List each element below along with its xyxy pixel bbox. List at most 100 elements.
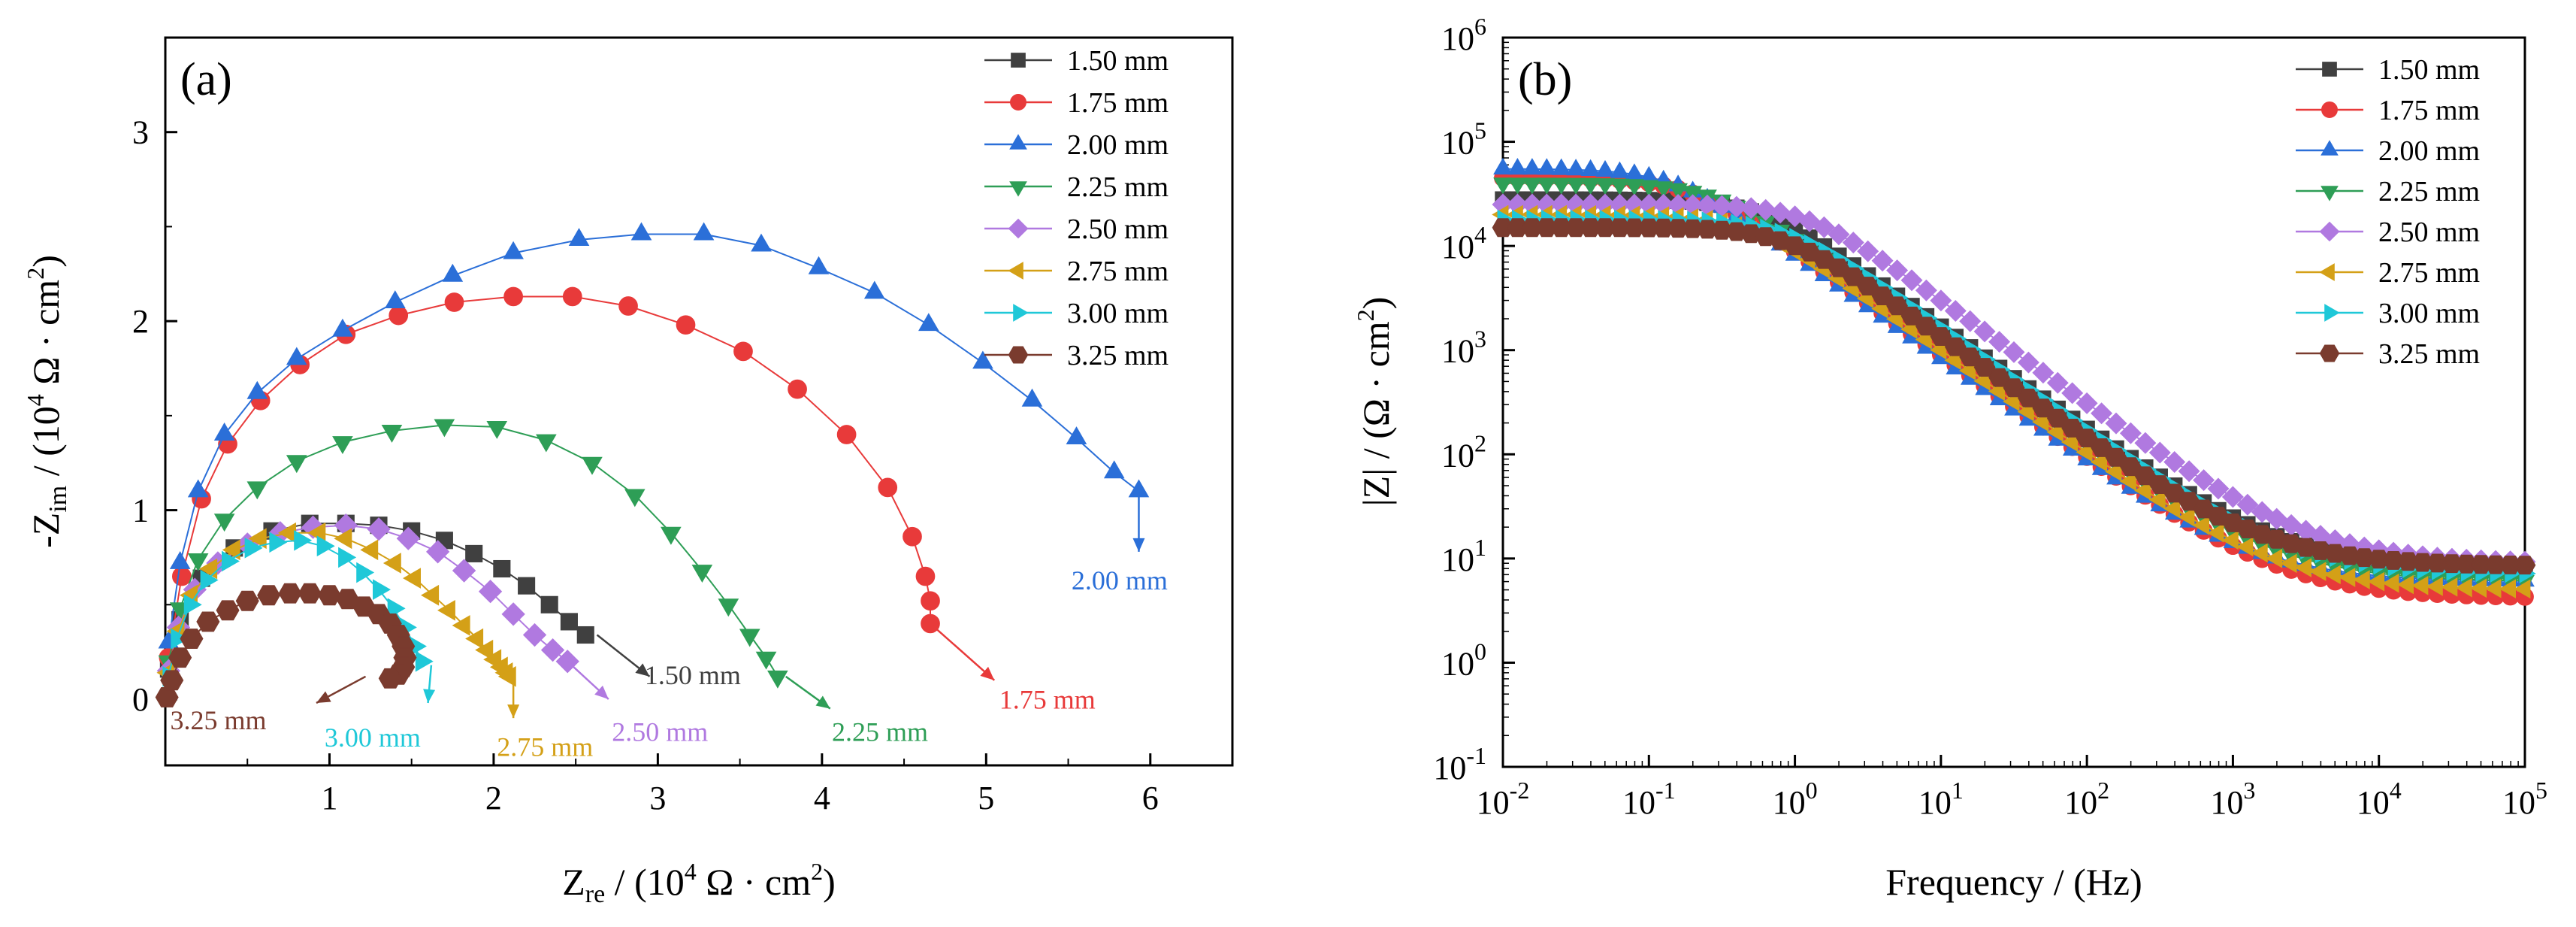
data-point [501, 602, 525, 626]
data-point [180, 629, 204, 649]
annotation-arrow-head [423, 689, 436, 704]
y-axis-label-b: |Z| / (Ω · cm2) [1352, 297, 1397, 507]
legend-label: 2.25 mm [2378, 176, 2480, 208]
legend-label: 2.00 mm [1067, 129, 1169, 161]
data-point [1711, 220, 1733, 240]
y-tick-label: 1 [132, 492, 149, 529]
data-point [518, 577, 536, 595]
legend-label: 2.75 mm [2378, 257, 2480, 289]
legend-item: 2.50 mm [2296, 217, 2480, 248]
data-point [1625, 179, 1644, 196]
data-point [1959, 310, 1982, 332]
plot-frame-b [1501, 36, 2526, 768]
nyquist-panel: (a) 1 2 3 4 5 6 0 1 2 3 1.50 mm 1.75 mm 2.00 mm 2.25… [22, 36, 1234, 908]
legend-marker [1009, 134, 1027, 150]
data-point [1900, 269, 1923, 292]
data-point [755, 651, 777, 670]
data-point [442, 263, 464, 282]
data-point [1784, 205, 1807, 228]
data-point [878, 477, 898, 498]
data-point [317, 585, 341, 606]
data-point [171, 566, 192, 586]
legend-item: 1.50 mm [984, 45, 1169, 77]
data-point [373, 579, 392, 600]
data-point [171, 628, 189, 650]
data-point [378, 668, 402, 689]
data-point [972, 350, 993, 369]
y-tick-label: 104 [1441, 221, 1486, 265]
data-point [2367, 571, 2385, 592]
data-point [1915, 279, 1937, 301]
data-point [196, 611, 220, 632]
panel-label-b: (b) [1518, 54, 1572, 105]
y-tick-label: 103 [1441, 326, 1486, 370]
data-point [360, 539, 379, 561]
legend-item: 2.75 mm [2296, 257, 2480, 289]
data-point [536, 434, 557, 453]
x-tick-label: 10-1 [1622, 777, 1676, 821]
data-point [2280, 553, 2297, 574]
data-point [540, 638, 565, 662]
data-point [338, 547, 357, 568]
data-point [2207, 477, 2230, 500]
data-point [1551, 158, 1571, 175]
data-point [2032, 412, 2049, 432]
data-point [576, 626, 594, 644]
data-point [403, 568, 421, 589]
data-point [2105, 412, 2127, 435]
y-tick-label: 10-1 [1433, 742, 1486, 786]
legend-marker [2324, 304, 2340, 322]
legend-marker [2321, 186, 2339, 201]
data-point [465, 544, 483, 562]
data-point [863, 280, 885, 299]
series-group-a [155, 222, 1150, 707]
data-point [1537, 177, 1557, 195]
legend-item: 2.00 mm [2296, 135, 2480, 167]
data-point [1507, 157, 1528, 175]
data-point [1857, 240, 1879, 262]
data-point [1988, 331, 2011, 353]
data-point [903, 526, 922, 547]
data-point [316, 535, 335, 557]
data-point [2339, 568, 2356, 587]
data-point [915, 566, 936, 586]
data-point [286, 455, 307, 474]
data-point [235, 590, 259, 611]
annotation-label: 1.50 mm [645, 660, 741, 690]
data-point [1696, 220, 1719, 239]
data-point [1493, 157, 1513, 175]
legend-item: 3.00 mm [984, 298, 1169, 329]
data-point [216, 600, 240, 621]
data-point [2178, 507, 2195, 527]
data-point [2441, 554, 2463, 574]
data-point [465, 628, 484, 650]
data-point [2251, 501, 2273, 523]
data-point [767, 670, 788, 689]
data-point [1507, 218, 1528, 238]
data-point [836, 425, 857, 444]
data-point [2353, 570, 2370, 589]
data-point [733, 341, 753, 362]
legend-marker [1008, 262, 1023, 280]
data-point [1653, 181, 1673, 198]
data-point [2046, 371, 2069, 394]
data-point [187, 479, 209, 498]
legend-item: 2.25 mm [2296, 176, 2480, 208]
legend-label: 1.50 mm [2378, 54, 2480, 86]
data-point [2221, 530, 2239, 550]
data-point [1565, 218, 1587, 238]
data-point [155, 687, 179, 707]
data-point [1522, 158, 1542, 175]
data-point [1066, 426, 1087, 444]
data-point [2499, 556, 2521, 574]
data-point [1580, 159, 1601, 176]
series [158, 222, 1150, 649]
data-point [693, 222, 715, 241]
data-point [367, 517, 391, 541]
data-point [1828, 223, 1850, 246]
annotation-label: 3.00 mm [325, 723, 421, 753]
data-point [1580, 218, 1601, 238]
data-point [1813, 216, 1835, 238]
data-point [434, 419, 455, 438]
annotation-arrow-head [594, 685, 609, 699]
